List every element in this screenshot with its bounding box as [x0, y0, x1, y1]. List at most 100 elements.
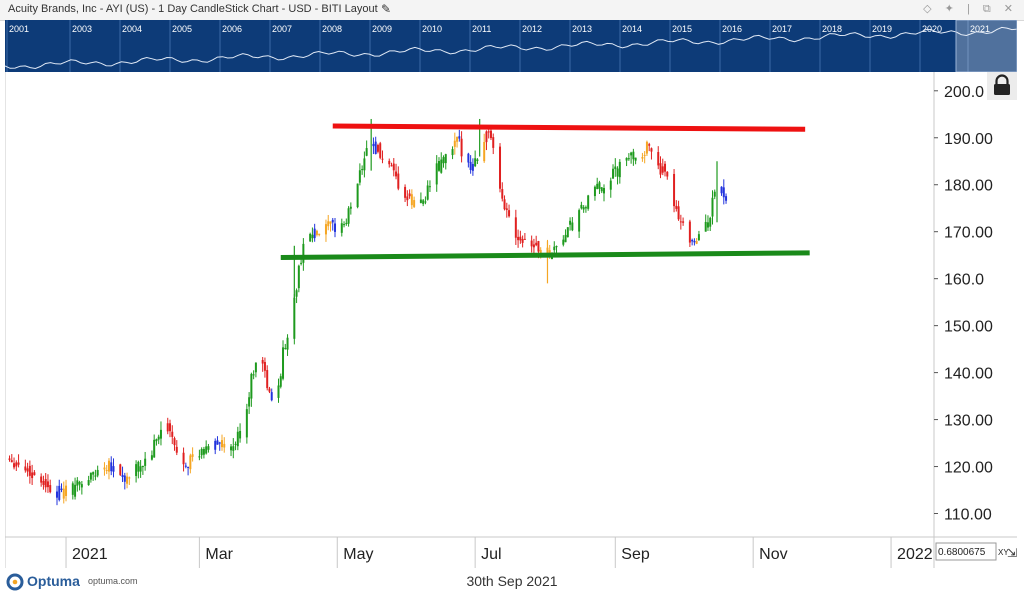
candle-body [28, 465, 31, 476]
candle [612, 164, 615, 180]
candle-body [234, 443, 237, 445]
candle-body [207, 446, 210, 450]
candle-body [60, 488, 63, 490]
chart-title: Acuity Brands, Inc - AYI (US) - 1 Day Ca… [8, 3, 378, 15]
candle [239, 423, 242, 443]
candle-body [223, 443, 226, 448]
candle-body [422, 200, 425, 204]
candle-body [33, 472, 36, 476]
overview-year-label: 2010 [422, 24, 442, 34]
candle [625, 157, 628, 167]
candle [153, 434, 156, 458]
price-chart[interactable]: 110.00 120.00 130.00 140.00 150.00 160.0 170.0… [5, 72, 1017, 568]
candle-body [216, 440, 219, 445]
candle [582, 205, 585, 213]
candle [614, 158, 617, 177]
brand-url[interactable]: optuma.com [88, 576, 138, 586]
candle-body [87, 480, 90, 486]
candle [458, 129, 461, 142]
overview-year-label: 2011 [472, 24, 491, 34]
candle-body [200, 448, 203, 456]
candle [96, 465, 99, 478]
candle [78, 480, 81, 491]
candle [277, 378, 280, 403]
candle [587, 194, 590, 211]
candle [250, 372, 253, 407]
window-controls[interactable]: ◇ ✦ | ⧉ ✕ [923, 3, 1018, 15]
candle [155, 438, 158, 446]
candle [107, 458, 110, 480]
candle-body [297, 265, 300, 289]
candle [406, 190, 409, 207]
candle [315, 229, 318, 237]
candle [313, 223, 316, 242]
candle-body [315, 230, 318, 235]
candle-body [720, 186, 723, 194]
candle [404, 184, 407, 203]
candle-body [460, 138, 463, 157]
candle [55, 485, 58, 506]
candle-body [648, 144, 651, 146]
lock-icon[interactable] [987, 72, 1017, 100]
candle [347, 206, 350, 227]
candle [424, 196, 427, 205]
candle-body [410, 194, 413, 206]
y-tick-label: 130.00 [944, 413, 993, 430]
candle-body [55, 491, 58, 498]
candle-body [363, 158, 366, 171]
candle-body [202, 448, 205, 455]
candle [691, 238, 694, 246]
candle [94, 469, 97, 481]
candle-body [641, 156, 644, 159]
candle [198, 449, 201, 461]
candle [451, 146, 454, 160]
candle [659, 156, 662, 179]
candle [483, 133, 486, 163]
candle [363, 151, 366, 178]
candle [422, 199, 425, 207]
candle-body [659, 163, 662, 175]
candle [361, 165, 364, 175]
candle [643, 151, 646, 164]
candle-body [46, 481, 49, 488]
candle-body [428, 186, 431, 188]
candle-body [584, 207, 587, 209]
candle-body [474, 158, 477, 167]
candle-body [600, 187, 603, 192]
candle-body [537, 241, 540, 252]
candle [261, 357, 264, 372]
candle [392, 158, 395, 177]
candle-body [444, 154, 447, 164]
candle-body [153, 439, 156, 458]
candle-body [521, 238, 524, 243]
candle [471, 158, 474, 176]
candle [673, 169, 676, 213]
candle [485, 130, 488, 151]
candle [564, 229, 567, 243]
x-tick-label: 2021 [72, 546, 108, 563]
candle [593, 185, 596, 201]
candle-body [313, 228, 316, 239]
candle [657, 146, 660, 170]
candle-body [89, 472, 92, 480]
candle [175, 440, 178, 456]
overview-year-label: 2014 [622, 24, 642, 34]
candle-body [80, 484, 83, 488]
candle [627, 153, 630, 161]
candle-body [677, 206, 680, 220]
candle [166, 417, 169, 435]
candle-body [627, 158, 630, 160]
candle [184, 462, 187, 469]
candle-body [266, 370, 269, 389]
overview-navigator[interactable]: 2001 2003 2004 2005 2006 2007 2008 2009 2010 2011… [5, 20, 1017, 72]
candle-body [691, 239, 694, 242]
candle-body [15, 462, 18, 467]
candle-body [128, 477, 131, 479]
edit-pencil-icon[interactable]: ✎ [381, 2, 392, 16]
candle [397, 166, 400, 191]
candle [334, 218, 337, 238]
candle-body [300, 262, 303, 264]
candle [679, 214, 682, 230]
candle-body [40, 476, 43, 483]
candle-body [119, 464, 122, 475]
